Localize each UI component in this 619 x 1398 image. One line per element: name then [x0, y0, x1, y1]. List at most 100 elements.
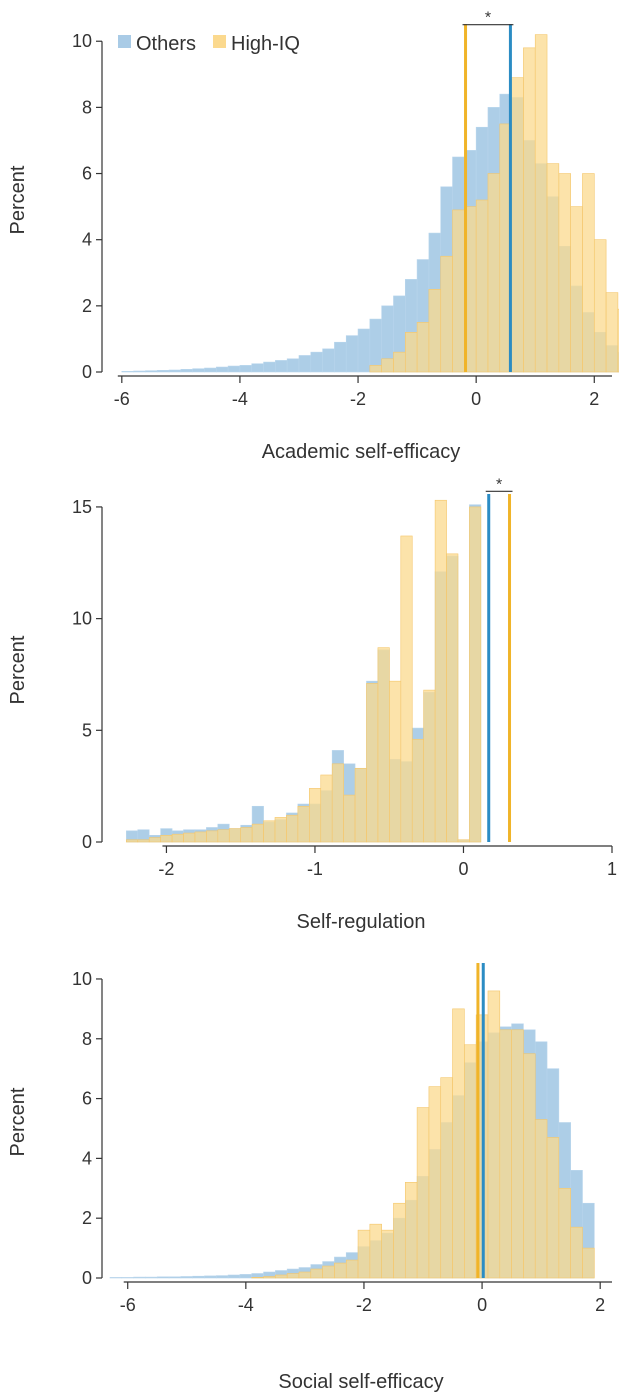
- bar: [605, 292, 619, 373]
- bar: [334, 1262, 347, 1279]
- bar: [475, 199, 489, 373]
- bar: [217, 829, 230, 843]
- series-high-iq: [251, 990, 595, 1279]
- y-tick-label: 0: [82, 1268, 92, 1288]
- y-axis-title: Percent: [7, 165, 29, 234]
- bar: [204, 367, 217, 373]
- bar: [145, 1276, 158, 1279]
- legend-swatch-high-iq: [213, 35, 226, 48]
- bar: [400, 535, 413, 843]
- bar: [204, 1275, 217, 1279]
- bar: [310, 351, 323, 373]
- bar: [275, 1274, 288, 1279]
- x-tick-label: -2: [158, 859, 174, 879]
- bar: [457, 839, 470, 843]
- bar: [148, 837, 161, 843]
- bar: [582, 173, 595, 373]
- bar: [416, 1107, 430, 1279]
- bar: [440, 1077, 453, 1279]
- y-tick-label: 5: [82, 720, 92, 740]
- bar: [369, 365, 382, 373]
- bar: [469, 506, 482, 843]
- x-tick-label: -2: [350, 389, 366, 409]
- bar: [145, 370, 158, 373]
- bar: [216, 1275, 229, 1279]
- bar: [274, 817, 287, 843]
- x-tick-label: 0: [471, 389, 481, 409]
- bar: [511, 77, 524, 373]
- legend-label-high-iq: High-IQ: [231, 33, 300, 55]
- bar: [434, 499, 447, 843]
- y-tick-label: 0: [82, 362, 92, 382]
- bar: [126, 839, 139, 843]
- bar: [523, 47, 536, 373]
- y-tick-label: 6: [82, 164, 92, 184]
- bar: [286, 814, 299, 843]
- bar: [168, 1276, 182, 1279]
- y-tick-label: 10: [72, 609, 92, 629]
- x-tick-label: -6: [114, 389, 130, 409]
- y-tick-label: 0: [82, 832, 92, 852]
- y-tick-label: 10: [72, 969, 92, 989]
- y-tick-label: 6: [82, 1089, 92, 1109]
- bar: [381, 1229, 394, 1279]
- bar: [297, 805, 310, 843]
- bar: [228, 828, 241, 843]
- bar: [240, 827, 253, 843]
- bar: [286, 358, 300, 373]
- bar: [487, 173, 501, 373]
- bar: [377, 647, 390, 843]
- bar: [227, 365, 241, 373]
- bar: [381, 358, 394, 373]
- bar: [428, 289, 442, 373]
- bar: [322, 1265, 335, 1279]
- bar: [558, 173, 571, 373]
- y-axis-title: Percent: [7, 635, 29, 704]
- bar: [310, 1268, 323, 1279]
- bar: [263, 820, 276, 843]
- bar: [192, 368, 205, 373]
- panel-self-regulation: 0 5 10 15 -2 -1 0 1 Percent Self-regulation *: [7, 476, 617, 933]
- bar: [446, 553, 459, 843]
- bar: [593, 239, 607, 373]
- bar: [570, 206, 583, 373]
- bar: [275, 360, 288, 373]
- y-tick-label: 8: [82, 97, 92, 117]
- bar: [251, 1277, 264, 1279]
- bar: [183, 832, 196, 843]
- bar: [534, 1119, 548, 1279]
- x-tick-label: 2: [589, 389, 599, 409]
- bar: [251, 823, 264, 843]
- x-axis-title: Social self-efficacy: [278, 1371, 443, 1393]
- bar: [251, 363, 264, 373]
- bar: [343, 794, 356, 843]
- panel-academic-self-efficacy: 0 2 4 6 8 10 -6 -4 -2 0 2 Percent Academic self-effi…: [7, 10, 619, 463]
- bar: [168, 369, 182, 373]
- series-high-iq: [126, 499, 482, 843]
- bar: [582, 1247, 595, 1279]
- panel-social-self-efficacy: 0 2 4 6 8 10 -6 -4 -2 0 2 Percent Social self-effica…: [7, 963, 612, 1393]
- bar: [322, 348, 335, 373]
- bar: [546, 1137, 560, 1279]
- bar: [617, 308, 619, 373]
- y-tick-label: 2: [82, 1208, 92, 1228]
- y-tick-label: 4: [82, 1148, 92, 1168]
- bar: [389, 680, 402, 843]
- bar: [109, 1277, 123, 1279]
- x-tick-label: -2: [356, 1295, 372, 1315]
- bar: [121, 371, 134, 373]
- bar: [357, 1229, 371, 1279]
- x-axis-title: Self-regulation: [297, 911, 426, 933]
- x-tick-label: -1: [307, 859, 323, 879]
- bar: [137, 839, 150, 843]
- y-tick-label: 8: [82, 1029, 92, 1049]
- bar: [357, 328, 371, 373]
- bar: [511, 1029, 524, 1279]
- y-tick-label: 2: [82, 296, 92, 316]
- bar: [369, 318, 382, 373]
- bar: [194, 831, 207, 843]
- x-tick-label: 0: [477, 1295, 487, 1315]
- x-tick-label: 1: [607, 859, 617, 879]
- bar: [263, 361, 276, 373]
- bar: [366, 683, 379, 843]
